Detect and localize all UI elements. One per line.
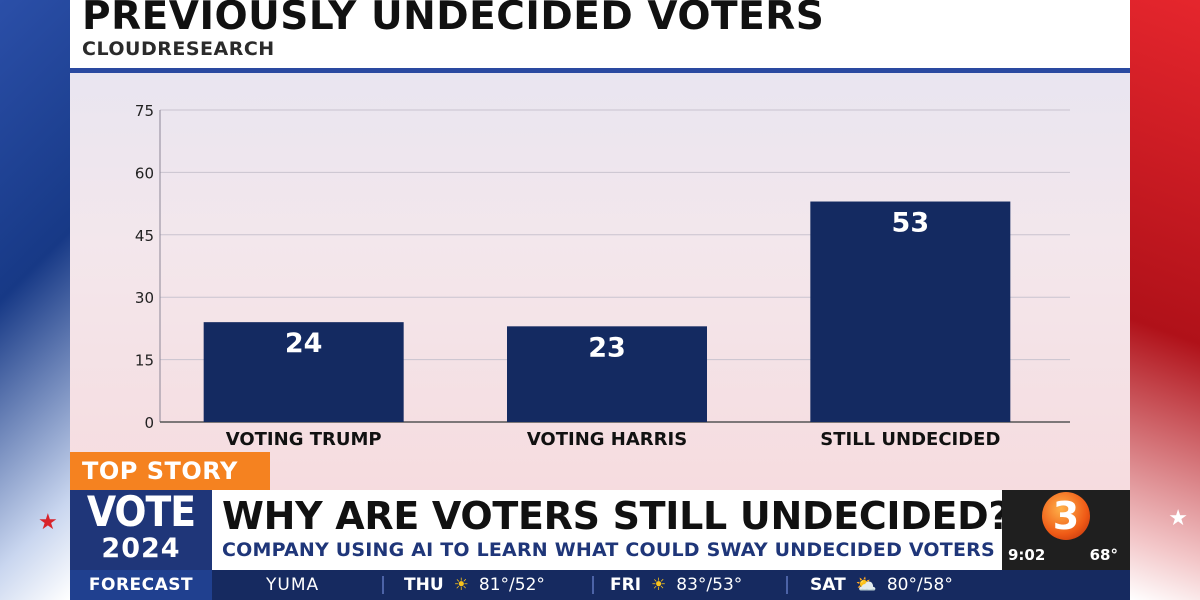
ticker-divider — [786, 576, 788, 594]
star-icon: ★ — [38, 510, 58, 535]
y-tick-label: 0 — [144, 414, 154, 432]
clock-time: 9:02 — [1008, 546, 1046, 564]
forecast-day-name: SAT — [810, 575, 846, 595]
subheadline: COMPANY USING AI TO LEARN WHAT COULD SWA… — [222, 539, 995, 561]
ticker-label: FORECAST — [70, 570, 212, 600]
ticker-divider — [382, 576, 384, 594]
y-tick-label: 30 — [135, 289, 154, 307]
title-rule — [70, 68, 1130, 73]
top-story-tag: TOP STORY — [70, 452, 270, 490]
y-tick-label: 60 — [135, 164, 154, 182]
current-temperature: 68° — [1089, 546, 1118, 564]
vote-word: VOTE — [86, 487, 196, 536]
forecast-temps: 83°/53° — [676, 575, 743, 595]
station-bug: 3 9:02 68° — [1002, 490, 1130, 570]
y-tick-label: 15 — [135, 352, 154, 370]
y-tick-label: 75 — [135, 102, 154, 120]
lower-third: TOP STORY VOTE 2024 WHY ARE VOTERS STILL… — [70, 452, 1130, 600]
bar-chart: 0 15 30 45 60 75 24 VOTING TRUMP 23 VOTING HARRIS… — [135, 102, 1070, 450]
headline-box: WHY ARE VOTERS STILL UNDECIDED? COMPANY … — [212, 490, 1010, 570]
headline: WHY ARE VOTERS STILL UNDECIDED? — [222, 494, 1011, 538]
bar-value-label: 23 — [588, 332, 626, 363]
forecast-ticker: FORECAST YUMA THU ☀ 81°/52° FRI ☀ 83°/53° SA… — [70, 570, 1130, 600]
partly-cloudy-icon: ⛅ — [855, 575, 877, 595]
forecast-temps: 80°/58° — [886, 575, 953, 595]
forecast-day: SAT ⛅ 80°/58° — [810, 570, 953, 600]
sun-icon: ☀ — [453, 575, 469, 595]
bar-value-label: 24 — [285, 328, 323, 359]
vote-2024-logo: VOTE 2024 — [70, 490, 212, 570]
station-logo-icon: 3 — [1042, 492, 1090, 540]
bar — [507, 326, 707, 422]
y-tick-label: 45 — [135, 227, 154, 245]
x-tick-label: STILL UNDECIDED — [820, 429, 1000, 450]
x-tick-label: VOTING HARRIS — [527, 429, 687, 450]
star-icon: ★ — [1168, 506, 1188, 531]
title-panel: PREVIOUSLY UNDECIDED VOTERS CLOUDRESEARC… — [70, 0, 1130, 68]
bar — [203, 322, 404, 422]
ticker-city: YUMA — [266, 575, 320, 595]
forecast-day-name: THU — [404, 575, 444, 595]
vote-year: 2024 — [101, 533, 181, 564]
background-red-panel — [1130, 0, 1200, 600]
sun-icon: ☀ — [651, 575, 667, 595]
bar — [810, 201, 1011, 422]
forecast-day-name: FRI — [610, 575, 642, 595]
background-blue-panel — [0, 0, 70, 600]
forecast-day: THU ☀ 81°/52° — [404, 570, 545, 600]
ticker-divider — [592, 576, 594, 594]
bar-value-label: 53 — [892, 208, 930, 239]
chart-source: CLOUDRESEARCH — [82, 38, 275, 60]
chart-panel: 0 15 30 45 60 75 24 VOTING TRUMP 23 VOTING HARRIS… — [70, 73, 1130, 493]
forecast-temps: 81°/52° — [478, 575, 545, 595]
forecast-day: FRI ☀ 83°/53° — [610, 570, 742, 600]
chart-title: PREVIOUSLY UNDECIDED VOTERS — [82, 0, 825, 39]
x-tick-label: VOTING TRUMP — [226, 429, 382, 450]
